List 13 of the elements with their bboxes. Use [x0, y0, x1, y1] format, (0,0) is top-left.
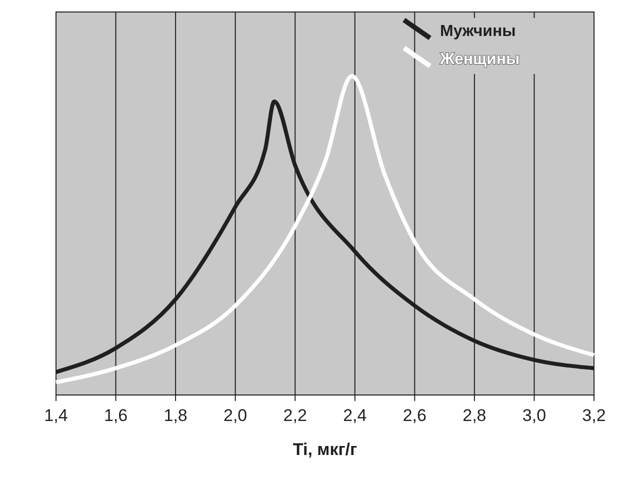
x-tick-label: 2,4 — [343, 406, 367, 425]
x-tick-label: 1,6 — [104, 406, 128, 425]
x-tick-label: 1,8 — [164, 406, 188, 425]
x-tick-label: 1,4 — [44, 406, 68, 425]
x-tick-label: 2,6 — [402, 406, 426, 425]
x-tick-label: 3,0 — [522, 406, 546, 425]
x-tick-label: 2,2 — [283, 406, 307, 425]
x-tick-label: 2,0 — [224, 406, 248, 425]
legend-label: Женщины — [439, 51, 520, 68]
x-axis-title: Ti, мкг/г — [292, 440, 358, 459]
x-tick-label: 2,8 — [462, 406, 486, 425]
x-tick-label: 3,2 — [582, 406, 606, 425]
legend-label: Мужчины — [440, 23, 516, 40]
